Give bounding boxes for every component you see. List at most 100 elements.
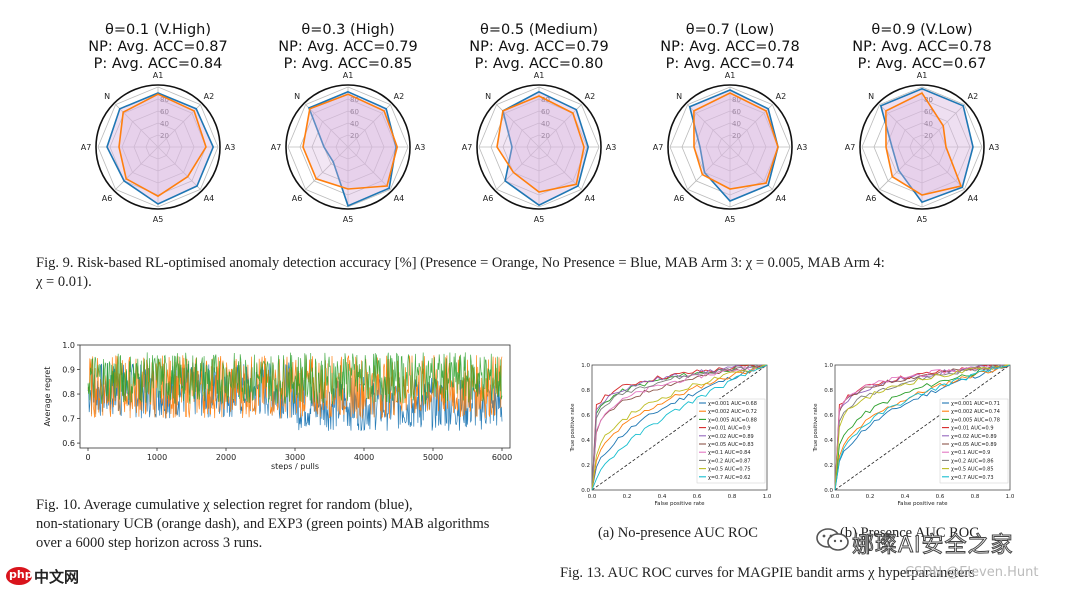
radar-ring-label: 40 — [924, 120, 933, 128]
fig9-caption: Fig. 9. Risk-based RL-optimised anomaly … — [36, 254, 1056, 292]
radar-spoke — [305, 146, 349, 190]
roc-legend-label: χ=0.5 AUC=0.85 — [951, 467, 994, 473]
radar-2-title-block: θ=0.3 (High) NP: Avg. ACC=0.79 P: Avg. A… — [253, 22, 443, 73]
radar-axis-label: N — [868, 92, 874, 101]
radar-axis-label: A3 — [415, 143, 426, 152]
radar-ring-label: 40 — [732, 120, 741, 128]
radar-spoke — [347, 104, 391, 148]
roc-x-tick-label: 0.6 — [936, 494, 945, 500]
radar-outer-circle — [859, 84, 985, 210]
radar-p-acc: P: Avg. ACC=0.85 — [283, 56, 413, 72]
radar-title: θ=0.9 (V.Low) — [871, 22, 973, 38]
roc-curve — [591, 364, 768, 491]
radar-axis-label: A6 — [102, 194, 113, 203]
radar-axis-label: A5 — [534, 215, 545, 224]
roc-y-tick-label: 0.6 — [581, 413, 590, 419]
regret-x-label: steps / pulls — [271, 462, 319, 470]
roc-curve — [591, 364, 767, 491]
radar-ring-label: 20 — [350, 132, 359, 140]
radar-p-acc: P: Avg. ACC=0.84 — [93, 56, 223, 72]
radar-np-acc: NP: Avg. ACC=0.79 — [278, 39, 418, 55]
roc-y-label: True positive rate — [813, 403, 819, 453]
roc-curve — [591, 364, 768, 491]
roc-legend-label: χ=0.2 AUC=0.87 — [708, 458, 751, 464]
roc-x-label: False positive rate — [654, 501, 705, 507]
fig13-caption: Fig. 13. AUC ROC curves for MAGPIE bandi… — [560, 565, 975, 581]
roc-chart-no-presence: 0.00.0 0.2 0.2 0.4 0.4 0.6 0.6 0.8 0.8 1.0 1.0 Fals… — [570, 363, 772, 507]
radar-1-title-block: θ=0.1 (V.High) NP: Avg. ACC=0.87 P: Avg.… — [63, 22, 253, 73]
radar-spoke — [305, 104, 349, 148]
radar-charts-row: A1 A2 A3 A4 A5 A6 A7 N 20 40 60 80 A1 A2 A3 A4 A5 A6 A7 N 20… — [81, 71, 1000, 224]
radar-spoke — [496, 146, 540, 190]
radar-axis-label: A2 — [776, 92, 787, 101]
radar-axis-label: A2 — [394, 92, 405, 101]
roc-curve — [591, 364, 767, 491]
radar-axis-label: A4 — [968, 194, 979, 203]
roc-y-tick-label: 0.8 — [824, 388, 833, 394]
radar-spoke — [729, 104, 773, 148]
radar-p-acc: P: Avg. ACC=0.67 — [857, 56, 987, 72]
radar-axis-label: A1 — [917, 71, 928, 80]
radar-axis-label: A5 — [153, 215, 164, 224]
php-logo-icon: php — [6, 567, 33, 585]
roc-y-tick-label: 0.8 — [581, 388, 590, 394]
radar-spoke — [538, 146, 582, 190]
radar-title: θ=0.1 (V.High) — [105, 22, 211, 38]
roc-legend-label: χ=0.7 AUC=0.62 — [708, 475, 751, 481]
roc-y-tick-label: 0.4 — [581, 438, 590, 444]
radar-chart: A1 A2 A3 A4 A5 A6 A7 N 20 40 60 80 — [653, 71, 808, 224]
radar-outer-circle — [95, 84, 221, 210]
fig10-caption-line3: over a 6000 step horizon across 3 runs. — [36, 535, 263, 551]
regret-x-tick-label: 4000 — [354, 453, 374, 462]
radar-axis-label: A5 — [725, 215, 736, 224]
radar-p-acc: P: Avg. ACC=0.80 — [474, 56, 604, 72]
radar-axis-label: A3 — [989, 143, 1000, 152]
radar-ring-label: 80 — [732, 96, 741, 104]
roc-legend-box — [939, 398, 1009, 484]
radar-title: θ=0.3 (High) — [301, 22, 395, 38]
radar-axis-label: A1 — [725, 71, 736, 80]
radar-ring-label: 60 — [160, 108, 169, 116]
radar-axis-label: A3 — [225, 143, 236, 152]
regret-y-tick-label: 0.7 — [62, 415, 75, 424]
roc-diagonal — [834, 364, 1011, 491]
roc-curve — [591, 364, 768, 491]
radar-outer-circle — [476, 84, 602, 210]
regret-x-tick-label: 5000 — [423, 453, 443, 462]
roc-y-tick-label: 0.0 — [581, 488, 590, 494]
fig13-subcaption-b: (b) Presence AUC ROC — [840, 525, 979, 541]
roc-x-tick-label: 0.0 — [588, 494, 597, 500]
radar-axis-label: A6 — [674, 194, 685, 203]
radar-axis-label: A4 — [204, 194, 215, 203]
roc-x-tick-label: 0.2 — [866, 494, 875, 500]
radar-axis-label: A7 — [81, 143, 92, 152]
roc-legend-label: χ=0.005 AUC=0.88 — [708, 417, 757, 423]
radar-chart: A1 A2 A3 A4 A5 A6 A7 N 20 40 60 80 — [845, 71, 1000, 224]
radar-series-no-presence — [879, 87, 974, 204]
roc-curve — [591, 364, 767, 491]
radar-ring-label: 40 — [541, 120, 550, 128]
roc-diagonal — [591, 364, 768, 491]
radar-ring-label: 60 — [350, 108, 359, 116]
regret-x-tick-label: 6000 — [492, 453, 512, 462]
fig9-caption-line2: χ = 0.01). — [36, 274, 92, 290]
roc-x-tick-label: 1.0 — [763, 494, 772, 500]
radar-ring-label: 20 — [732, 132, 741, 140]
fig10-caption-line1: Fig. 10. Average cumulative χ selection … — [36, 497, 413, 513]
php-logo-text: php — [9, 568, 33, 581]
roc-legend-label: χ=0.2 AUC=0.86 — [951, 458, 994, 464]
radar-axis-label: A6 — [483, 194, 494, 203]
roc-chart-presence: 0.00.0 0.2 0.2 0.4 0.4 0.6 0.6 0.8 0.8 1.0 1.0 Fals… — [813, 363, 1015, 507]
radar-spoke — [729, 146, 773, 190]
radar-axis-label: A7 — [462, 143, 473, 152]
radar-axis-label: A4 — [776, 194, 787, 203]
radar-ring-label: 20 — [924, 132, 933, 140]
roc-y-tick-label: 0.2 — [824, 463, 833, 469]
radar-outer-circle — [667, 84, 793, 210]
radar-ring-label: 60 — [541, 108, 550, 116]
roc-y-tick-label: 0.6 — [824, 413, 833, 419]
roc-legend-label: χ=0.05 AUC=0.83 — [708, 442, 754, 448]
roc-y-tick-label: 0.4 — [824, 438, 833, 444]
radar-p-acc: P: Avg. ACC=0.74 — [665, 56, 795, 72]
roc-x-tick-label: 0.6 — [693, 494, 702, 500]
